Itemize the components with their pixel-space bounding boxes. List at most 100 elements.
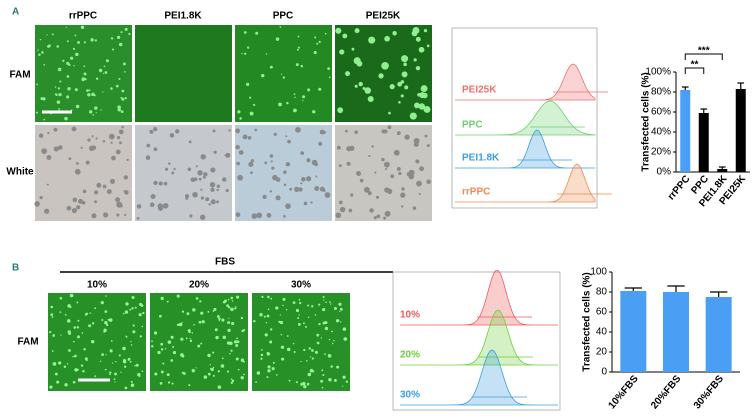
cell [333,379,337,382]
cell [218,317,221,321]
cell [193,323,195,326]
cell [214,328,218,332]
cell [389,84,395,90]
cell [225,152,231,158]
cell [264,333,268,337]
cell [145,155,151,160]
cell [103,212,109,218]
cell [253,319,256,323]
cell [231,321,235,326]
cell [47,131,50,135]
cell [71,207,78,214]
cell [87,93,91,97]
column-label: PEI25K [366,11,401,22]
cell [266,376,269,379]
cell [91,145,97,150]
cell [243,361,245,363]
cell [53,146,59,152]
cell [303,201,308,206]
cell [384,161,390,168]
cell [294,186,300,193]
cell [414,102,420,109]
cell [306,382,310,386]
cell [417,92,421,97]
y-tick-label: 0% [657,167,672,178]
cell [275,195,281,201]
cell [163,181,168,186]
micrograph [235,25,332,122]
cell [420,85,428,93]
panel-label: B [12,263,19,274]
cell [102,72,105,74]
cell [322,189,326,192]
cell [306,158,311,163]
cell [426,179,431,185]
cell [367,191,372,196]
cell [300,382,304,386]
cell [167,381,171,384]
cell [50,313,54,316]
cell [84,357,88,361]
cell [100,109,102,111]
bar [680,90,691,172]
cell [269,340,273,344]
cell [89,110,93,114]
cell [314,186,320,192]
cell [235,212,241,217]
micrograph [135,125,232,221]
cell [153,147,158,152]
cell [38,133,44,138]
cell [80,25,85,29]
cell [209,364,211,366]
cell [321,369,324,372]
cell [187,167,192,172]
cell [256,212,263,219]
cell [344,129,348,133]
cell [261,295,264,298]
bar [620,291,647,372]
cell [38,53,41,57]
cell [327,67,330,71]
cell [39,196,43,200]
cell [412,206,417,211]
cell [41,51,44,54]
cell [255,31,259,35]
cell [339,49,345,55]
cell [95,77,99,80]
cell [283,183,287,187]
cell [384,35,390,42]
cell [49,385,53,389]
cell [43,118,46,121]
cell [378,73,384,79]
cell [275,37,280,41]
cell [84,78,87,81]
cell [283,170,287,174]
cell [353,57,361,65]
cell [267,352,271,356]
cell [167,340,172,344]
cell [122,312,125,315]
cell [271,166,275,170]
flow-label: PPC [462,120,483,131]
cell [142,311,145,315]
cell [109,349,113,353]
cell [130,344,133,346]
cell [212,310,215,312]
cell [90,339,95,344]
cell [240,358,245,362]
cell [197,170,203,176]
cell [250,171,253,175]
cell [191,368,195,373]
cell [386,188,393,195]
flow-label: PEI25K [462,85,497,96]
histogram [455,163,596,203]
cell [135,363,139,367]
cell [200,342,203,345]
cell [340,321,342,323]
histogram [455,100,596,136]
cell [66,95,70,99]
cell [125,302,129,306]
cell [295,308,300,313]
column-label: PPC [273,11,294,22]
cell [416,180,422,187]
